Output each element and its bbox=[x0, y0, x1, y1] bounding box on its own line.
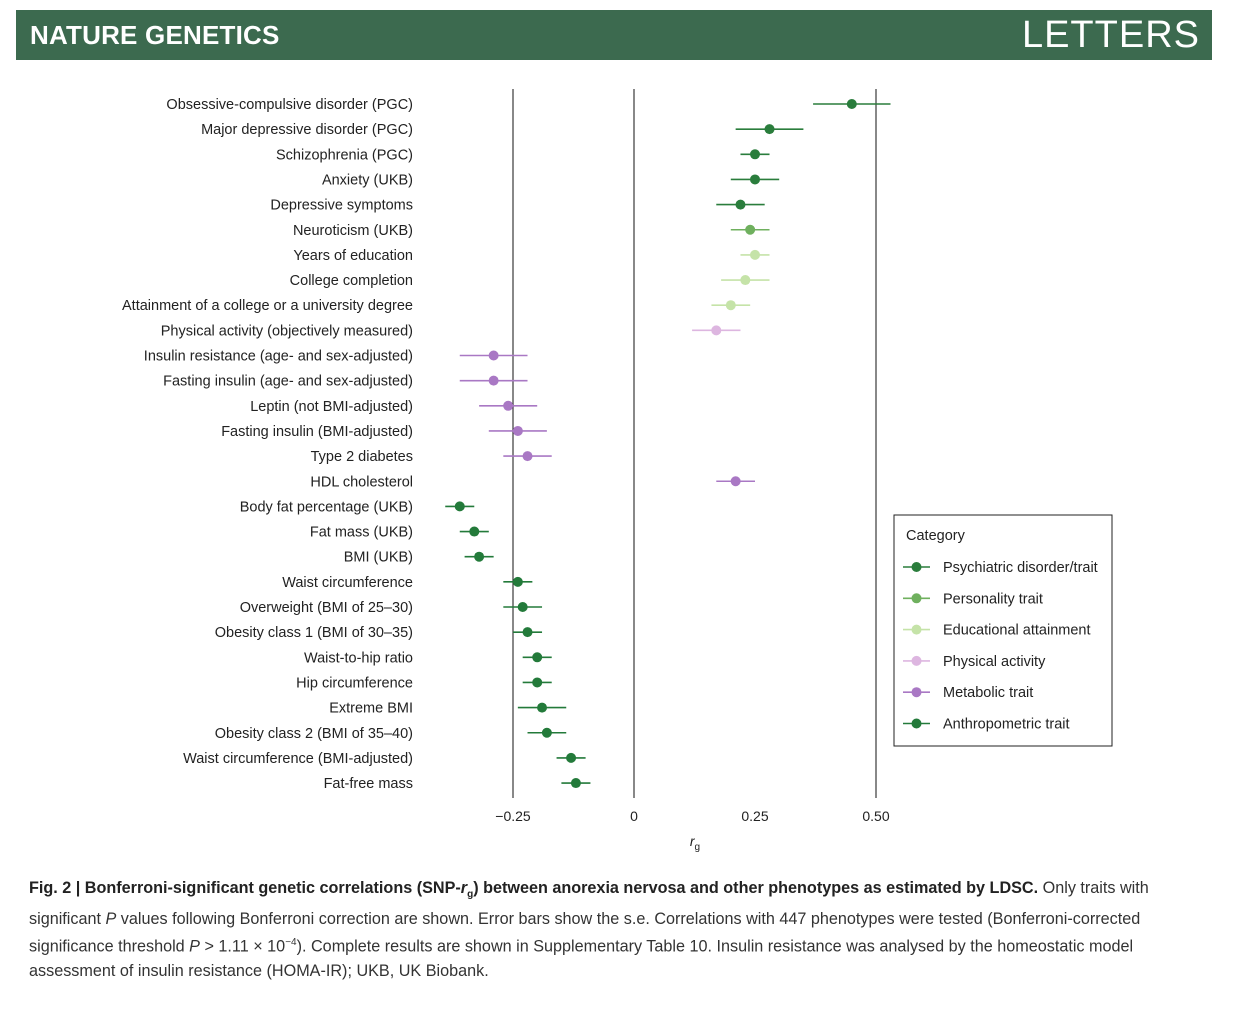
x-tick-label: −0.25 bbox=[495, 808, 531, 824]
data-point bbox=[512, 576, 523, 587]
row-label: Fat mass (UKB) bbox=[310, 525, 413, 541]
data-point bbox=[764, 124, 775, 135]
row-label: Depressive symptoms bbox=[270, 198, 413, 214]
legend-title: Category bbox=[906, 528, 966, 544]
row-label: Fat-free mass bbox=[324, 776, 413, 792]
caption-text-part3: > 1.11 × 10 bbox=[199, 937, 286, 956]
caption-text-part1: Only traits with significant bbox=[29, 879, 1149, 929]
data-point bbox=[469, 526, 480, 537]
data-point bbox=[488, 350, 499, 361]
data-point bbox=[566, 752, 577, 763]
data-point bbox=[488, 375, 499, 386]
journal-title: NATURE GENETICS bbox=[30, 20, 280, 50]
journal-header-banner: NATURE GENETICS LETTERS bbox=[16, 10, 1212, 60]
caption-fig-label: Fig. 2 | bbox=[29, 879, 81, 897]
row-label: Major depressive disorder (PGC) bbox=[201, 122, 413, 138]
data-point bbox=[522, 451, 533, 462]
row-label: Leptin (not BMI-adjusted) bbox=[250, 399, 413, 415]
legend-swatch-dot bbox=[911, 687, 922, 698]
legend-entry-label: Personality trait bbox=[943, 591, 1043, 607]
row-label: Obsessive-compulsive disorder (PGC) bbox=[166, 97, 413, 113]
row-label: College completion bbox=[290, 273, 413, 289]
data-point bbox=[570, 778, 581, 789]
section-title: LETTERS bbox=[1021, 14, 1200, 56]
data-point bbox=[750, 149, 760, 160]
row-label: Extreme BMI bbox=[329, 701, 413, 717]
data-point bbox=[725, 300, 736, 311]
caption-title-sub: g bbox=[467, 889, 474, 901]
legend-entry-label: Anthropometric trait bbox=[943, 717, 1070, 733]
data-point bbox=[745, 224, 756, 235]
row-label: Years of education bbox=[293, 248, 413, 264]
data-point bbox=[537, 702, 548, 713]
caption-title-part1: Bonferroni-significant genetic correlati… bbox=[80, 879, 461, 897]
row-label: Schizophrenia (PGC) bbox=[276, 147, 413, 163]
row-label: Waist circumference (BMI-adjusted) bbox=[183, 751, 413, 767]
caption-text-p2: P bbox=[189, 937, 200, 956]
x-axis-label: rg bbox=[690, 833, 700, 853]
caption-text-exp: −4 bbox=[285, 937, 297, 949]
genetic-correlation-forest-plot: −0.25 0 0.25 0.50 rg Obsessive-compulsive dis… bbox=[122, 89, 1113, 853]
caption-title-r: r bbox=[460, 879, 468, 897]
legend-swatch-dot bbox=[911, 655, 922, 666]
legend-entry-label: Educational attainment bbox=[943, 623, 1091, 639]
data-point bbox=[740, 275, 751, 286]
legend-entry-label: Psychiatric disorder/trait bbox=[943, 560, 1098, 576]
row-label: Body fat percentage (UKB) bbox=[240, 499, 413, 515]
data-point bbox=[750, 249, 760, 260]
row-label: Waist-to-hip ratio bbox=[304, 650, 413, 666]
row-label: BMI (UKB) bbox=[344, 550, 413, 566]
figure-caption: Fig. 2 | Bonferroni-significant genetic … bbox=[29, 876, 1209, 983]
data-point bbox=[711, 325, 722, 336]
x-tick-label: 0.50 bbox=[862, 808, 889, 824]
row-label: HDL cholesterol bbox=[310, 474, 413, 490]
data-point bbox=[503, 400, 514, 411]
row-label: Fasting insulin (age- and sex-adjusted) bbox=[163, 374, 413, 390]
row-label: Fasting insulin (BMI-adjusted) bbox=[221, 424, 413, 440]
legend-swatch-dot bbox=[911, 593, 922, 604]
data-point bbox=[730, 476, 741, 487]
row-label: Overweight (BMI of 25–30) bbox=[240, 600, 413, 616]
row-label: Type 2 diabetes bbox=[311, 449, 413, 465]
row-label: Anxiety (UKB) bbox=[322, 172, 413, 188]
row-label: Insulin resistance (age- and sex-adjuste… bbox=[144, 349, 413, 365]
data-point bbox=[517, 602, 528, 612]
row-label: Attainment of a college or a university … bbox=[122, 298, 413, 314]
row-label: Physical activity (objectively measured) bbox=[161, 323, 413, 339]
legend-swatch-dot bbox=[911, 562, 922, 572]
legend-swatch-dot bbox=[911, 718, 922, 729]
x-tick-label: 0.25 bbox=[741, 808, 768, 824]
legend-swatch-dot bbox=[911, 624, 922, 635]
legend-entry-label: Metabolic trait bbox=[943, 685, 1033, 701]
data-point bbox=[541, 727, 552, 738]
caption-text-p1: P bbox=[105, 910, 117, 929]
caption-title-part2: ) between anorexia nervosa and other phe… bbox=[473, 879, 1039, 897]
legend-entry-label: Physical activity bbox=[943, 654, 1046, 670]
x-tick-label: 0 bbox=[630, 808, 638, 824]
row-label: Obesity class 2 (BMI of 35–40) bbox=[215, 726, 413, 742]
data-point bbox=[532, 652, 543, 663]
row-label: Waist circumference bbox=[282, 575, 413, 591]
data-point bbox=[474, 551, 485, 562]
caption-text-part4: ). Complete results are shown in Supplem… bbox=[29, 937, 1134, 980]
data-point bbox=[512, 425, 523, 436]
data-point bbox=[750, 174, 760, 185]
data-point bbox=[454, 501, 465, 512]
caption-text-part2: values following Bonferroni correction a… bbox=[29, 910, 1141, 956]
data-point bbox=[846, 99, 857, 109]
data-point bbox=[735, 199, 746, 210]
data-point bbox=[532, 677, 543, 688]
data-point bbox=[522, 627, 533, 638]
legend-box bbox=[893, 514, 1113, 747]
x-axis-label-subscript: g bbox=[695, 842, 701, 853]
row-label: Obesity class 1 (BMI of 30–35) bbox=[215, 625, 413, 641]
row-label: Hip circumference bbox=[296, 675, 413, 691]
row-label: Neuroticism (UKB) bbox=[293, 223, 413, 239]
